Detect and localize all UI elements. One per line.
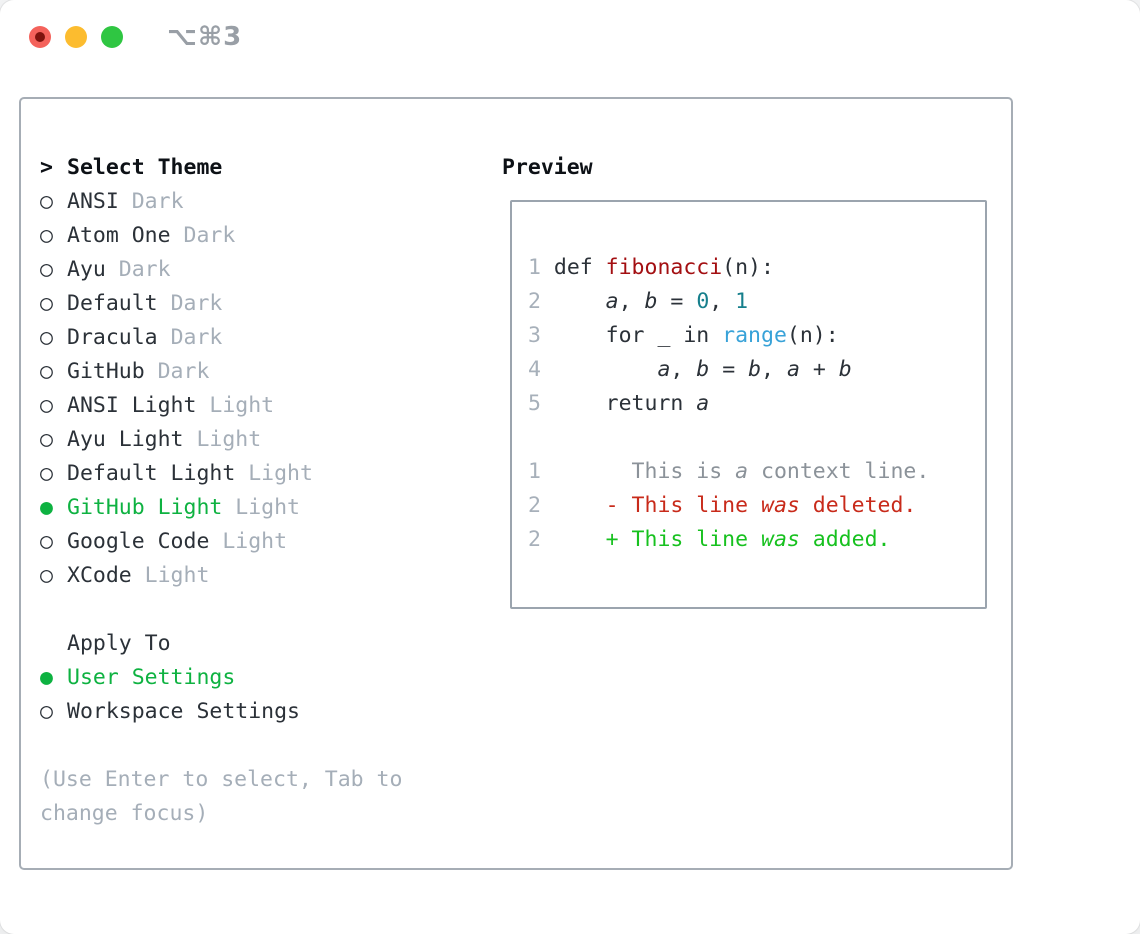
theme-option-dracula[interactable]: ○ Dracula Dark bbox=[40, 321, 440, 355]
theme-option-ayu-light[interactable]: ○ Ayu Light Light bbox=[40, 423, 440, 457]
radio-icon: ○ bbox=[40, 461, 53, 486]
apply-option-label: User Settings bbox=[67, 665, 236, 690]
theme-name: GitHub Light bbox=[67, 495, 236, 520]
theme-picker-panel: > Select Theme ○ ANSI Dark ○ Atom One Dark ○ A… bbox=[19, 97, 1013, 870]
keyboard-hint-text: (Use Enter to select, Tab to change focu… bbox=[40, 767, 403, 826]
theme-variant: Dark bbox=[183, 223, 236, 248]
code-line: 3 for _ in range(n): bbox=[528, 323, 839, 348]
theme-variant: Dark bbox=[131, 189, 184, 214]
theme-name: Ayu bbox=[67, 257, 119, 282]
radio-selected-icon: ● bbox=[40, 495, 53, 520]
apply-to-header: Apply To bbox=[40, 627, 440, 661]
theme-variant: Light bbox=[209, 393, 275, 418]
theme-name: Google Code bbox=[67, 529, 223, 554]
code-line: 5 return a bbox=[528, 391, 710, 416]
spacer bbox=[40, 593, 440, 627]
code-preview: 1 def fibonacci(n): 2 a, b = 0, 1 3 for _ … bbox=[528, 251, 985, 557]
theme-variant: Light bbox=[222, 529, 288, 554]
radio-icon: ○ bbox=[40, 257, 53, 282]
preview-code-box: 1 def fibonacci(n): 2 a, b = 0, 1 3 for _ … bbox=[510, 200, 987, 609]
radio-icon: ○ bbox=[40, 189, 53, 214]
code-line: 4 a, b = b, a + b bbox=[528, 357, 852, 382]
apply-option-label: Workspace Settings bbox=[67, 699, 300, 724]
theme-option-default[interactable]: ○ Default Dark bbox=[40, 287, 440, 321]
theme-name: Dracula bbox=[67, 325, 171, 350]
theme-option-ansi-light[interactable]: ○ ANSI Light Light bbox=[40, 389, 440, 423]
theme-variant: Light bbox=[235, 495, 301, 520]
theme-name: Default bbox=[67, 291, 171, 316]
zoom-button-icon[interactable] bbox=[101, 26, 123, 48]
theme-variant: Light bbox=[248, 461, 313, 486]
theme-option-xcode[interactable]: ○ XCode Light bbox=[40, 559, 440, 593]
radio-icon: ○ bbox=[40, 563, 53, 588]
apply-to-header-label: Apply To bbox=[67, 631, 171, 656]
radio-icon: ○ bbox=[40, 359, 53, 384]
theme-option-github[interactable]: ○ GitHub Dark bbox=[40, 355, 440, 389]
radio-icon: ○ bbox=[40, 223, 53, 248]
code-line: 1 def fibonacci(n): bbox=[528, 255, 774, 280]
theme-option-ansi[interactable]: ○ ANSI Dark bbox=[40, 185, 440, 219]
theme-list: ○ ANSI Dark ○ Atom One Dark ○ Ayu Dark ○ Defaul… bbox=[40, 185, 440, 593]
minimize-button-icon[interactable] bbox=[65, 26, 87, 48]
theme-option-ayu[interactable]: ○ Ayu Dark bbox=[40, 253, 440, 287]
theme-name: ANSI Light bbox=[67, 393, 210, 418]
code-line: 2 - This line was deleted. bbox=[528, 493, 917, 518]
theme-option-google-code[interactable]: ○ Google Code Light bbox=[40, 525, 440, 559]
radio-icon: ○ bbox=[40, 699, 53, 724]
code-line: 2 + This line was added. bbox=[528, 527, 891, 552]
radio-icon: ○ bbox=[40, 325, 53, 350]
theme-variant: Dark bbox=[170, 291, 223, 316]
theme-option-default-light[interactable]: ○ Default Light Light bbox=[40, 457, 440, 491]
theme-name: GitHub bbox=[67, 359, 158, 384]
theme-variant: Dark bbox=[170, 325, 223, 350]
theme-name: XCode bbox=[67, 563, 145, 588]
theme-name: ANSI bbox=[67, 189, 132, 214]
theme-name: Atom One bbox=[67, 223, 184, 248]
select-theme-header: > Select Theme bbox=[40, 151, 440, 185]
theme-menu: > Select Theme ○ ANSI Dark ○ Atom One Dark ○ A… bbox=[40, 151, 440, 831]
theme-option-github-light[interactable]: ● GitHub Light Light bbox=[40, 491, 440, 525]
code-line bbox=[528, 421, 985, 455]
preview-header-label: Preview bbox=[502, 155, 593, 180]
radio-selected-icon: ● bbox=[40, 665, 53, 690]
select-theme-header-label: Select Theme bbox=[67, 155, 223, 180]
apply-to-list: ● User Settings ○ Workspace Settings bbox=[40, 661, 440, 729]
theme-option-atom-one[interactable]: ○ Atom One Dark bbox=[40, 219, 440, 253]
theme-variant: Light bbox=[144, 563, 210, 588]
theme-variant: Dark bbox=[157, 359, 210, 384]
theme-name: Default Light bbox=[67, 461, 249, 486]
apply-option-workspace-settings[interactable]: ○ Workspace Settings bbox=[40, 695, 440, 729]
radio-icon: ○ bbox=[40, 427, 53, 452]
radio-icon: ○ bbox=[40, 529, 53, 554]
theme-variant: Dark bbox=[118, 257, 171, 282]
apply-option-user-settings[interactable]: ● User Settings bbox=[40, 661, 440, 695]
radio-icon: ○ bbox=[40, 393, 53, 418]
spacer bbox=[40, 729, 440, 763]
window-title-shortcut: ⌥⌘3 bbox=[167, 22, 243, 52]
theme-variant: Light bbox=[196, 427, 262, 452]
cursor-icon: > bbox=[40, 155, 53, 180]
title-bar: ⌥⌘3 bbox=[0, 0, 1140, 75]
radio-icon: ○ bbox=[40, 291, 53, 316]
close-button-icon[interactable] bbox=[29, 26, 51, 48]
theme-name: Ayu Light bbox=[67, 427, 197, 452]
code-line: 1 This is a context line. bbox=[528, 459, 930, 484]
code-line: 2 a, b = 0, 1 bbox=[528, 289, 749, 314]
